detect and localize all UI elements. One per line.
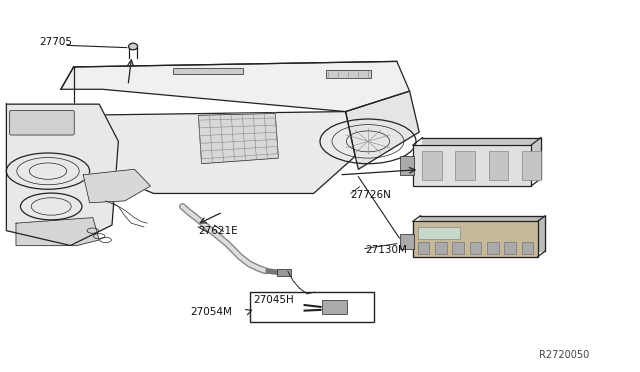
Bar — [522, 242, 533, 254]
Text: 27726N: 27726N — [351, 190, 392, 200]
Bar — [422, 151, 442, 180]
Polygon shape — [6, 104, 118, 246]
Bar — [322, 300, 348, 314]
Polygon shape — [64, 112, 355, 193]
Bar — [418, 242, 429, 254]
Polygon shape — [413, 221, 538, 257]
Bar — [326, 70, 371, 78]
Polygon shape — [61, 61, 410, 112]
Bar — [470, 242, 481, 254]
Text: 27705: 27705 — [40, 37, 73, 47]
Bar — [400, 156, 414, 175]
Polygon shape — [198, 113, 278, 164]
Polygon shape — [16, 218, 99, 246]
Bar — [418, 227, 460, 239]
Text: 27130M: 27130M — [365, 245, 406, 255]
Bar — [452, 242, 464, 254]
Text: 27045H: 27045H — [253, 295, 294, 305]
Text: 27621E: 27621E — [198, 225, 238, 235]
Polygon shape — [83, 169, 150, 203]
FancyBboxPatch shape — [10, 110, 74, 135]
Bar — [522, 151, 541, 180]
Bar — [413, 145, 531, 186]
Polygon shape — [422, 138, 541, 179]
Bar — [435, 242, 447, 254]
Polygon shape — [346, 91, 419, 169]
Bar — [504, 242, 516, 254]
Bar — [277, 269, 291, 276]
Text: R2720050: R2720050 — [538, 350, 589, 360]
Bar — [413, 221, 538, 257]
Ellipse shape — [129, 43, 138, 50]
Bar — [456, 151, 475, 180]
Polygon shape — [413, 145, 531, 186]
Text: 27054M: 27054M — [191, 307, 232, 317]
Bar — [487, 242, 499, 254]
Bar — [173, 68, 243, 74]
Bar — [400, 234, 414, 249]
Bar — [488, 151, 508, 180]
Bar — [250, 292, 374, 322]
Polygon shape — [420, 216, 545, 251]
